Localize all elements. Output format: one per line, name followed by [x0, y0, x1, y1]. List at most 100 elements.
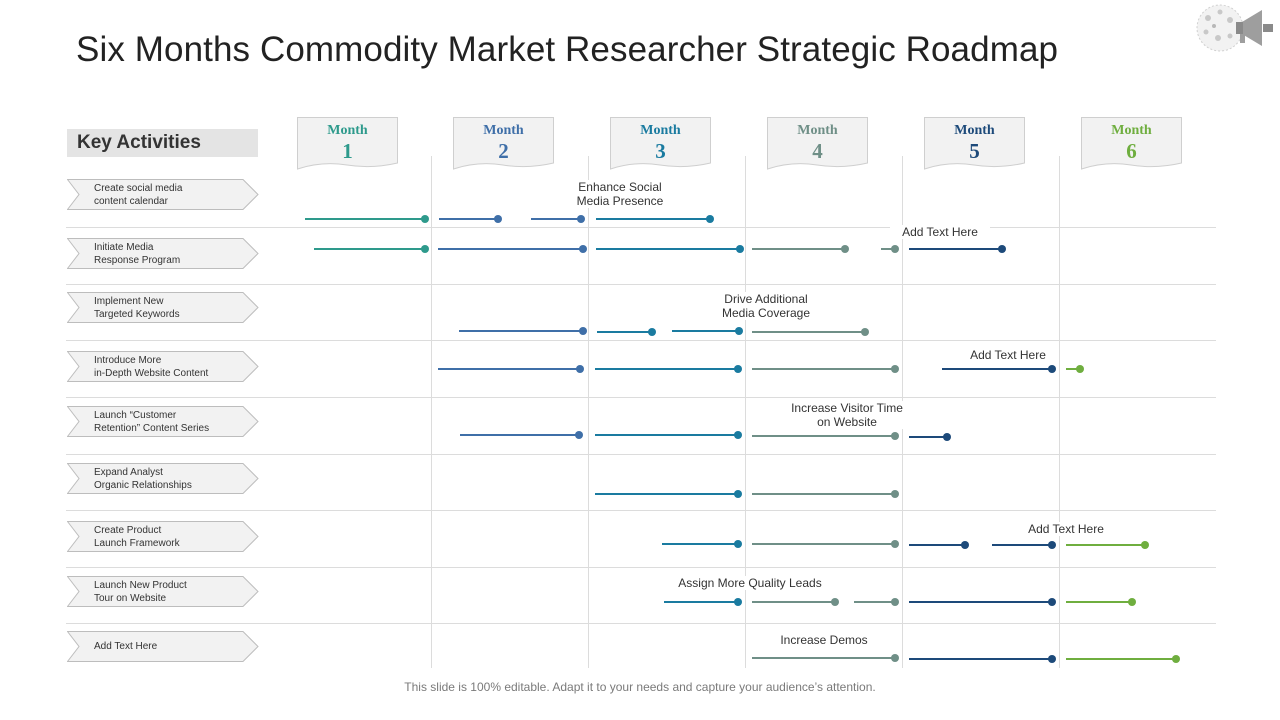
- activity-label: Launch New Product Tour on Website: [67, 576, 259, 607]
- milestone-dot: [1128, 598, 1136, 606]
- milestone-dot: [891, 245, 899, 253]
- timeline-segment: [909, 598, 1056, 606]
- timeline-segment: [460, 431, 583, 439]
- milestone-dot: [841, 245, 849, 253]
- milestone-dot: [1048, 655, 1056, 663]
- milestone-dot: [861, 328, 869, 336]
- month-number: 3: [655, 139, 666, 163]
- month-number: 2: [498, 139, 509, 163]
- activity-text: Initiate Media Response Program: [94, 242, 181, 266]
- row-divider: [66, 623, 1216, 624]
- activity-text: Create social media content calendar: [94, 183, 183, 207]
- milestone-dot: [891, 490, 899, 498]
- timeline-segment: [992, 541, 1056, 549]
- milestone-dot: [421, 245, 429, 253]
- timeline-segment: [595, 490, 742, 498]
- timeline-segment: [909, 655, 1056, 663]
- milestone-dot: [734, 540, 742, 548]
- milestone-note: Add Text Here: [1018, 522, 1114, 536]
- milestone-dot: [891, 432, 899, 440]
- milestone-note: Increase Visitor Time on Website: [780, 401, 914, 429]
- row-divider: [66, 340, 1216, 341]
- timeline-segment: [595, 365, 742, 373]
- timeline-segment: [596, 245, 744, 253]
- month-number: 1: [342, 139, 353, 163]
- row-divider: [66, 284, 1216, 285]
- grid-vertical-line: [431, 156, 432, 668]
- megaphone-icon: [1196, 4, 1273, 52]
- row-divider: [66, 567, 1216, 568]
- month-number: 6: [1126, 139, 1137, 163]
- milestone-dot: [575, 431, 583, 439]
- timeline-segment: [314, 245, 429, 253]
- month-header-5: Month 5: [924, 117, 1025, 172]
- milestone-note: Assign More Quality Leads: [668, 576, 832, 590]
- activity-text: Launch New Product Tour on Website: [94, 580, 187, 604]
- milestone-dot: [943, 433, 951, 441]
- row-divider: [66, 397, 1216, 398]
- activity-text: Introduce More in-Depth Website Content: [94, 355, 209, 379]
- activity-text: Implement New Targeted Keywords: [94, 296, 180, 320]
- timeline-segment: [909, 433, 951, 441]
- slide-title: Six Months Commodity Market Researcher S…: [76, 30, 1059, 69]
- row-divider: [66, 227, 1216, 228]
- activity-label: Introduce More in-Depth Website Content: [67, 351, 259, 382]
- month-header-1: Month 1: [297, 117, 398, 172]
- milestone-dot: [735, 327, 743, 335]
- milestone-note: Add Text Here: [960, 348, 1056, 362]
- month-label: Month: [797, 123, 838, 138]
- timeline-segment: [881, 245, 899, 253]
- milestone-dot: [736, 245, 744, 253]
- timeline-segment: [752, 540, 899, 548]
- milestone-note: Increase Demos: [770, 633, 878, 647]
- timeline-segment: [672, 327, 743, 335]
- activity-label: Create social media content calendar: [67, 179, 259, 210]
- row-divider: [66, 510, 1216, 511]
- milestone-dot: [576, 365, 584, 373]
- timeline-segment: [662, 540, 742, 548]
- month-label: Month: [1111, 123, 1152, 138]
- milestone-dot: [1172, 655, 1180, 663]
- month-label: Month: [954, 123, 995, 138]
- month-number: 5: [969, 139, 980, 163]
- month-label: Month: [483, 123, 524, 138]
- milestone-dot: [579, 327, 587, 335]
- timeline-segment: [439, 215, 502, 223]
- grid-vertical-line: [588, 156, 589, 668]
- timeline-segment: [305, 215, 429, 223]
- milestone-dot: [706, 215, 714, 223]
- activity-label: Launch “Customer Retention” Content Seri…: [67, 406, 259, 437]
- milestone-dot: [891, 365, 899, 373]
- row-divider: [66, 454, 1216, 455]
- timeline-segment: [438, 365, 584, 373]
- milestone-dot: [961, 541, 969, 549]
- timeline-segment: [854, 598, 899, 606]
- milestone-dot: [734, 431, 742, 439]
- milestone-dot: [1141, 541, 1149, 549]
- milestone-dot: [1048, 598, 1056, 606]
- activity-label: Add Text Here: [67, 631, 259, 662]
- month-header-2: Month 2: [453, 117, 554, 172]
- timeline-segment: [595, 431, 742, 439]
- footer-note: This slide is 100% editable. Adapt it to…: [404, 680, 876, 694]
- timeline-segment: [909, 541, 969, 549]
- milestone-dot: [421, 215, 429, 223]
- timeline-segment: [597, 328, 656, 336]
- timeline-segment: [752, 328, 869, 336]
- milestone-dot: [1076, 365, 1084, 373]
- month-label: Month: [640, 123, 681, 138]
- milestone-dot: [648, 328, 656, 336]
- milestone-dot: [891, 598, 899, 606]
- milestone-dot: [734, 365, 742, 373]
- timeline-segment: [1066, 365, 1084, 373]
- milestone-dot: [891, 654, 899, 662]
- milestone-note: Drive Additional Media Coverage: [712, 292, 820, 320]
- timeline-segment: [752, 432, 899, 440]
- timeline-segment: [752, 245, 849, 253]
- grid-vertical-line: [745, 156, 746, 668]
- timeline-segment: [664, 598, 742, 606]
- timeline-segment: [752, 490, 899, 498]
- milestone-dot: [891, 540, 899, 548]
- activity-label: Expand Analyst Organic Relationships: [67, 463, 259, 494]
- milestone-dot: [734, 490, 742, 498]
